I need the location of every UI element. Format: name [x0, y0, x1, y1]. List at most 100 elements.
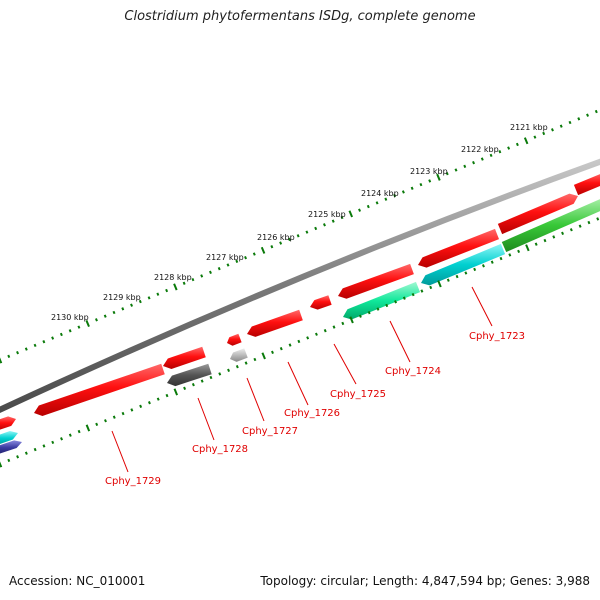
- outer-tick: [515, 142, 519, 147]
- outer-tick: [533, 135, 537, 139]
- gene-label: Cphy_1724: [385, 366, 441, 377]
- inner-tick-ring: [0, 217, 600, 468]
- outer-tick: [209, 270, 212, 274]
- inner-tick: [33, 447, 37, 452]
- inner-tick: [68, 433, 72, 437]
- inner-tick: [95, 422, 99, 427]
- outer-tick: [480, 157, 484, 161]
- kbp-label: 2127 kbp: [206, 253, 244, 262]
- inner-tick: [77, 429, 81, 434]
- inner-tick: [191, 383, 195, 387]
- genome-summary-text: Topology: circular; Length: 4,847,594 bp…: [260, 574, 590, 588]
- inner-tick: [261, 352, 266, 360]
- inner-tick: [218, 372, 222, 376]
- outer-tick: [226, 263, 230, 267]
- outer-tick: [244, 256, 247, 260]
- inner-tick: [552, 235, 556, 239]
- outer-tick: [568, 120, 572, 125]
- kbp-label: 2125 kbp: [308, 210, 346, 219]
- outer-tick: [252, 252, 256, 256]
- inner-tick: [385, 303, 389, 308]
- outer-tick: [472, 161, 476, 165]
- gene-forward: [310, 295, 332, 310]
- gene-leader-line: [246, 377, 265, 422]
- outer-tick: [200, 274, 204, 278]
- outer-tick: [322, 223, 326, 227]
- outer-tick: [340, 215, 344, 220]
- inner-tick: [446, 278, 450, 282]
- outer-tick: [95, 318, 98, 322]
- inner-tick: [420, 289, 424, 293]
- outer-tick: [173, 283, 178, 291]
- outer-tick: [7, 354, 11, 359]
- outer-tick: [586, 113, 589, 117]
- inner-tick: [200, 379, 204, 383]
- gene-reverse: [0, 431, 18, 445]
- inner-tick: [183, 386, 187, 390]
- outer-tick: [59, 332, 63, 337]
- outer-tick: [428, 179, 432, 183]
- gene-label: Cphy_1726: [284, 408, 340, 419]
- outer-tick: [393, 193, 397, 198]
- outer-tick: [463, 164, 467, 169]
- inner-tick: [376, 307, 380, 311]
- kbp-label: 2126 kbp: [257, 233, 295, 242]
- gene-cphy-1724: [343, 281, 421, 320]
- outer-tick: [16, 351, 20, 355]
- gene-reverse: [501, 199, 600, 253]
- outer-tick: [103, 314, 107, 318]
- gene-leader-line: [389, 320, 411, 363]
- outer-tick: [130, 303, 133, 307]
- inner-tick: [561, 231, 565, 236]
- inner-tick: [499, 256, 503, 261]
- inner-tick: [112, 415, 116, 419]
- gene-leader-line: [197, 397, 215, 441]
- inner-tick: [173, 388, 179, 396]
- accession-text: Accession: NC_010001: [9, 574, 146, 588]
- gene-label: Cphy_1725: [330, 389, 386, 400]
- inner-tick: [587, 220, 591, 225]
- outer-tick: [577, 117, 581, 121]
- gene-cphy-1723: [421, 243, 506, 286]
- inner-tick: [437, 280, 442, 288]
- gene-cphy-1729: [34, 363, 165, 416]
- kbp-label: 2122 kbp: [461, 145, 499, 154]
- outer-tick: [165, 288, 169, 293]
- outer-tick: [375, 201, 379, 205]
- inner-tick: [341, 321, 345, 326]
- outer-tick: [270, 245, 274, 249]
- outer-tick: [147, 296, 151, 300]
- gene-cphy-1728: [167, 363, 212, 387]
- outer-tick: [507, 146, 511, 150]
- inner-tick: [139, 404, 143, 409]
- outer-tick: [68, 329, 72, 333]
- outer-tick: [112, 310, 116, 315]
- inner-tick: [473, 267, 477, 272]
- kbp-label: 2129 kbp: [103, 293, 141, 302]
- outer-tick: [358, 208, 362, 212]
- kbp-label: 2124 kbp: [361, 189, 399, 198]
- inner-tick: [244, 361, 248, 365]
- outer-tick: [182, 281, 186, 285]
- gene-label: Cphy_1728: [192, 444, 248, 455]
- outer-tick: [51, 336, 55, 340]
- outer-tick: [366, 204, 370, 209]
- inner-tick: [490, 260, 494, 264]
- inner-tick: [147, 401, 151, 405]
- inner-tick: [7, 458, 11, 463]
- inner-tick: [156, 397, 160, 401]
- kbp-label: 2128 kbp: [154, 273, 192, 282]
- outer-tick: [85, 319, 90, 327]
- gene-label-leaders: Cphy_1723 Cphy_1724 Cphy_1725 Cphy_1726 Cphy…: [105, 286, 525, 487]
- outer-tick: [33, 343, 37, 348]
- gene-label: Cphy_1723: [469, 331, 525, 342]
- inner-tick: [209, 375, 213, 380]
- gene-label: Cphy_1729: [105, 476, 161, 487]
- inner-tick: [578, 224, 582, 228]
- outer-tick: [419, 182, 423, 187]
- kbp-label: 2130 kbp: [51, 313, 89, 322]
- outer-tick: [489, 153, 493, 158]
- outer-tick: [191, 277, 195, 282]
- outer-tick: [401, 190, 405, 194]
- inner-tick: [508, 253, 512, 257]
